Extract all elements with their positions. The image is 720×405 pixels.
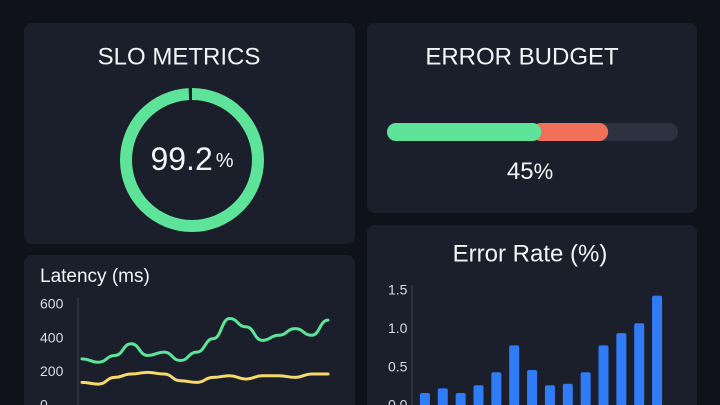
bar — [473, 385, 484, 405]
bar — [527, 369, 538, 405]
bar — [509, 345, 520, 405]
budget-segment — [387, 123, 542, 141]
latency-line — [80, 316, 330, 364]
bar — [634, 323, 645, 405]
error-budget-title: ERROR BUDGET — [425, 43, 619, 70]
slo-panel — [24, 23, 355, 244]
y-tick-label: 0.0 — [388, 397, 408, 405]
error-budget-label: 45% — [507, 158, 553, 185]
bar — [562, 383, 573, 405]
y-tick-label: 200 — [40, 363, 64, 379]
budget-segment — [532, 123, 609, 141]
error-rate-panel — [367, 225, 697, 405]
y-tick-label: 600 — [40, 296, 64, 312]
error-budget-panel — [367, 23, 697, 213]
y-tick-label: 1.5 — [388, 282, 408, 298]
bar — [652, 295, 663, 405]
bar — [455, 392, 466, 405]
error-budget-unit: % — [534, 159, 554, 184]
y-tick-label: 0.5 — [388, 358, 408, 374]
bar — [419, 392, 430, 405]
slo-ring — [120, 88, 264, 232]
slo-title: SLO METRICS — [98, 43, 261, 70]
bar — [544, 385, 555, 405]
y-tick-label: 400 — [40, 329, 64, 345]
latency-line — [80, 370, 330, 386]
latency-panel — [24, 255, 355, 405]
error-rate-title: Error Rate (%) — [453, 240, 608, 267]
bar — [491, 372, 502, 405]
y-tick-label: 0 — [40, 397, 48, 405]
slo-unit: % — [216, 150, 234, 172]
bar — [598, 345, 609, 405]
error-budget-value: 45 — [507, 158, 534, 185]
bar — [580, 372, 591, 405]
slo-value-label: 99.2% — [150, 141, 233, 177]
bar — [616, 333, 627, 405]
bar — [437, 388, 448, 405]
slo-value: 99.2 — [150, 141, 212, 177]
latency-title: Latency (ms) — [40, 266, 150, 287]
y-tick-label: 1.0 — [388, 320, 408, 336]
